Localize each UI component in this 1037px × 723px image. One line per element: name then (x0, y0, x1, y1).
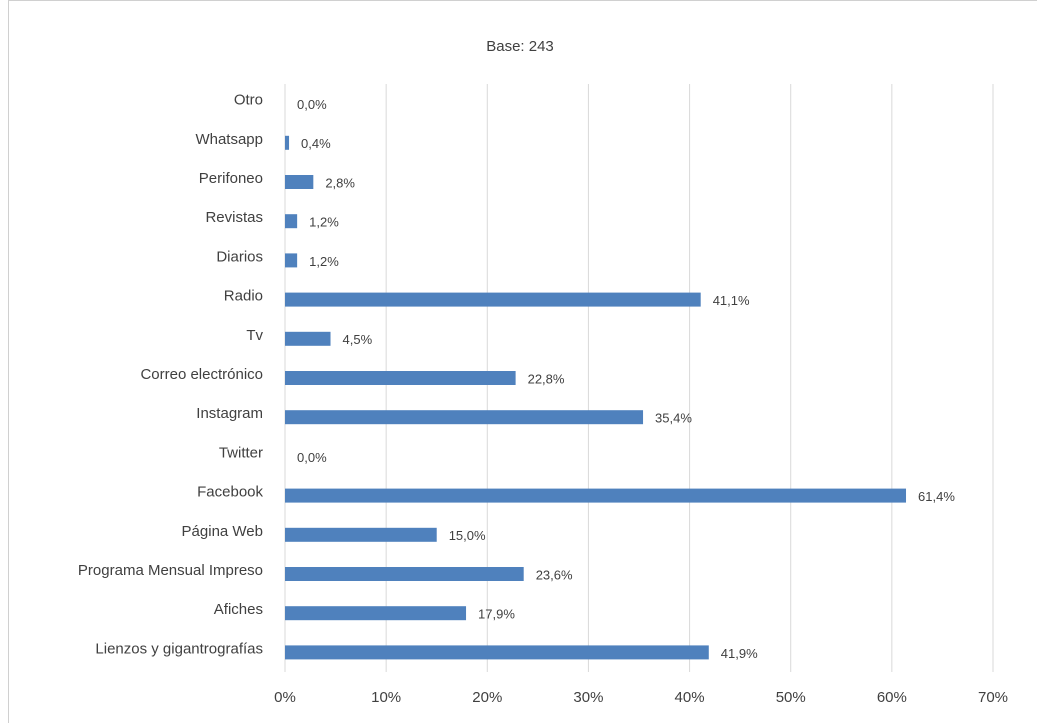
y-tick-label: Diarios (216, 248, 263, 265)
value-label: 61,4% (918, 489, 955, 504)
value-label: 35,4% (655, 411, 692, 426)
y-tick-label: Otro (234, 92, 263, 109)
x-tick-label: 0% (274, 689, 296, 706)
x-tick-label: 70% (978, 689, 1008, 706)
chart-frame (8, 0, 1037, 723)
y-tick-label: Instagram (196, 405, 263, 422)
y-tick-label: Tv (246, 327, 263, 344)
bar (285, 331, 331, 346)
value-label: 17,9% (478, 607, 515, 622)
bar (285, 488, 907, 503)
bar (285, 214, 298, 229)
value-label: 2,8% (325, 175, 355, 190)
value-label: 1,2% (309, 254, 339, 269)
x-tick-label: 10% (371, 689, 401, 706)
x-tick-label: 60% (877, 689, 907, 706)
y-tick-label: Perifoneo (199, 170, 263, 187)
bar (285, 645, 709, 660)
value-label: 22,8% (528, 371, 565, 386)
value-label: 15,0% (449, 528, 486, 543)
chart-subtitle: Base: 243 (486, 38, 554, 55)
y-tick-label: Revistas (205, 209, 263, 226)
y-tick-label: Programa Mensual Impreso (78, 562, 263, 579)
x-tick-label: 40% (675, 689, 705, 706)
value-label: 0,4% (301, 136, 331, 151)
x-tick-label: 50% (776, 689, 806, 706)
bar (285, 410, 644, 425)
value-label: 41,9% (721, 646, 758, 661)
bar (285, 527, 437, 542)
x-tick-label: 30% (573, 689, 603, 706)
value-label: 0,0% (297, 97, 327, 112)
value-label: 1,2% (309, 215, 339, 230)
y-tick-label: Lienzos y gigantrografías (95, 640, 263, 657)
bar (285, 175, 314, 189)
y-tick-label: Afiches (214, 601, 263, 618)
value-label: 0,0% (297, 450, 327, 465)
y-tick-label: Correo electrónico (140, 366, 263, 383)
bar (285, 567, 524, 581)
value-label: 4,5% (343, 332, 373, 347)
x-tick-label: 20% (472, 689, 502, 706)
y-tick-label: Radio (224, 288, 263, 305)
bar (285, 135, 290, 150)
bar (285, 253, 298, 268)
y-tick-label: Twitter (219, 444, 263, 461)
bar (285, 606, 467, 621)
bar (285, 292, 701, 307)
y-tick-label: Facebook (197, 484, 263, 501)
y-tick-label: Página Web (182, 523, 263, 540)
y-tick-label: Whatsapp (195, 131, 263, 148)
value-label: 41,1% (713, 293, 750, 308)
value-label: 23,6% (536, 567, 573, 582)
bar (285, 371, 516, 385)
